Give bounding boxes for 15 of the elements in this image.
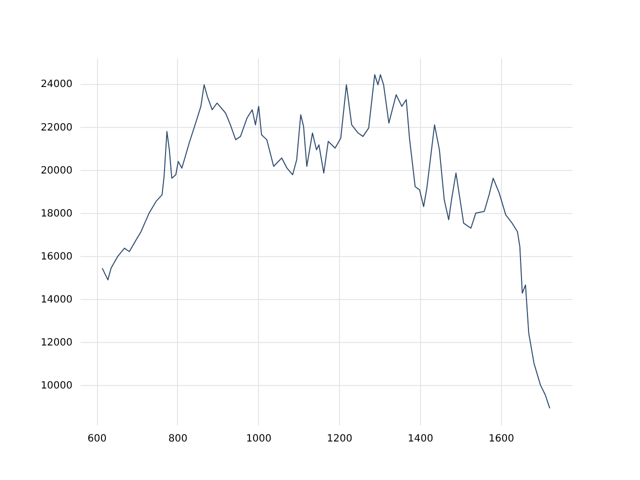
y-tick-label: 14000: [40, 294, 72, 306]
y-tick-label: 12000: [40, 338, 72, 349]
x-tick-label: 1000: [246, 434, 272, 444]
y-tick-label: 20000: [40, 165, 72, 176]
line-series: [102, 74, 550, 409]
x-tick-label: 800: [168, 434, 188, 444]
y-tick-label: 24000: [40, 79, 72, 90]
x-tick-label: 1200: [326, 434, 352, 444]
x-tick-label: 1600: [488, 434, 514, 444]
x-tick-label: 600: [88, 434, 107, 444]
x-tick-label: 1400: [408, 434, 434, 444]
y-tick-label: 22000: [40, 122, 72, 134]
y-tick-label: 10000: [40, 380, 72, 392]
y-tick-label: 16000: [40, 251, 72, 262]
y-tick-label: 18000: [40, 208, 72, 220]
